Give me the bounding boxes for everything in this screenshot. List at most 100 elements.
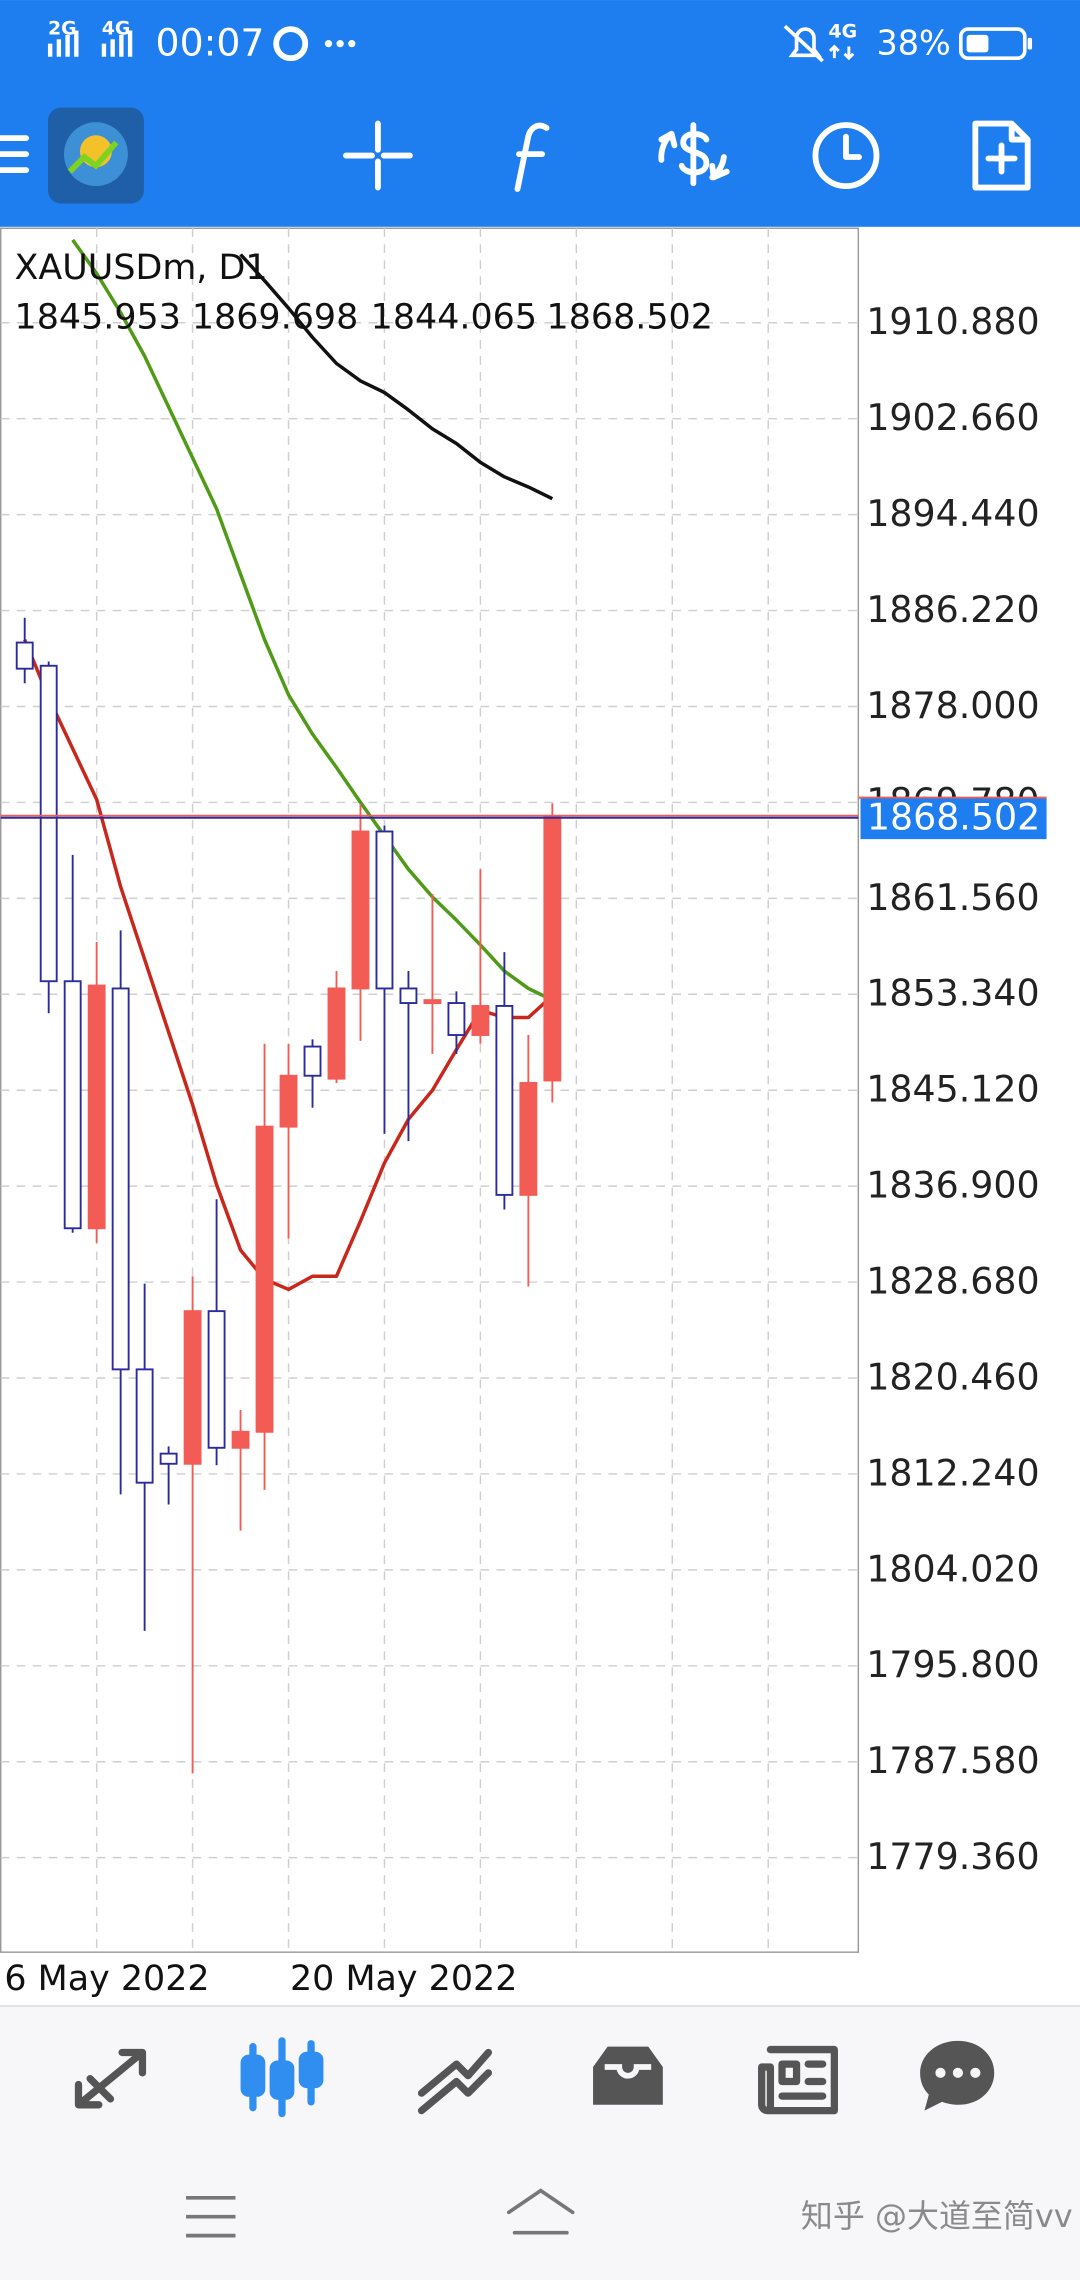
candle-body [255,1125,274,1433]
candle-body [447,1002,466,1036]
tab-body [240,2054,266,2097]
clock: 00:07 [156,21,265,65]
watermark: 知乎 @大道至简vv [801,2197,1073,2235]
new-order-button[interactable] [972,120,1031,191]
y-tick-label: 1820.460 [866,1355,1039,1398]
x-tick-label: 20 May 2022 [290,1959,517,1999]
header-open: 1845.953 [15,297,181,337]
candle-body [303,1045,322,1077]
recents-button[interactable] [186,2196,236,2238]
signal-bar [47,43,53,57]
candle-body [351,830,370,990]
price-axis: 1910.880 1902.660 1894.440 1886.220 1878.000… [866,300,1039,1878]
network-label: 4G [102,18,131,40]
x-tick-label: 6 May 2022 [4,1959,209,1999]
tab-body [298,2051,324,2089]
candle-body [519,1082,538,1196]
signal-bar [127,30,133,57]
trade-arrows [658,130,730,181]
date-axis: 6 May 2022 20 May 2022 [4,1959,517,1999]
price-box [860,798,1047,840]
signal-bar [56,39,62,57]
moving-average [239,253,554,501]
candle-body [375,830,394,990]
y-tick-label: 1886.220 [866,588,1039,631]
y-tick-label: 1878.000 [866,684,1039,727]
y-tick-label: 1828.680 [866,1260,1039,1303]
chat-dot [952,2067,963,2078]
y-tick-label: 1804.020 [866,1547,1039,1590]
status-icon [273,26,309,62]
candle-body [231,1430,250,1449]
candle-body [63,980,82,1230]
battery-percent: 38% [877,24,951,63]
data-arrows [828,44,855,61]
y-tick-label: 1910.880 [866,300,1039,343]
y-tick-label: 1787.580 [866,1739,1039,1782]
chat-dot [970,2067,981,2078]
charts-tab[interactable] [240,2037,324,2118]
mute-icon [783,24,824,63]
y-tick-label: 1779.360 [866,1835,1039,1878]
signal-bar [119,34,124,57]
y-tick-label: 1853.340 [866,972,1039,1015]
candle-body [87,984,106,1230]
status-dot [336,40,344,48]
period-button[interactable] [812,122,880,190]
top-bar [0,0,1080,227]
candle-body [495,1005,514,1196]
news-tab[interactable] [758,2045,838,2115]
candle-body [423,999,442,1004]
app-icon-line [67,140,119,174]
trade-tab[interactable] [417,2048,493,2115]
candle-body [471,1005,490,1036]
moving-average [23,638,554,1292]
app-icon[interactable] [47,107,144,204]
candle-body [159,1452,178,1465]
dollar-glyph [678,122,710,187]
trade-button[interactable] [658,122,730,187]
home-button[interactable] [506,2188,575,2235]
network-label: 2G [48,18,77,40]
battery-tip [1027,37,1033,50]
candle-body [111,987,130,1371]
indicators-button[interactable] [514,122,550,192]
price-box-label: 1868.502 [867,796,1040,839]
header-low: 1844.065 [371,297,537,337]
clock-hands [843,133,862,160]
quotes-tab[interactable] [74,2048,147,2109]
candle-body [543,816,562,1082]
y-tick-label: 1902.660 [866,396,1039,439]
y-tick-label: 1812.240 [866,1451,1039,1494]
signal-bar [74,30,79,57]
network-label: 4G [829,21,858,43]
chat-dot [935,2067,946,2078]
y-tick-label: 1861.560 [866,876,1039,919]
symbol-title: XAUUSDm, D1 [15,248,268,288]
battery [958,27,1027,61]
clock-face [812,122,880,190]
tab-body [269,2060,295,2100]
plot-area [0,227,860,1953]
status-dot [348,40,356,48]
bottom-tabs [74,2037,995,2118]
crosshair-button[interactable] [343,120,413,191]
status-dot [324,40,333,48]
candle-body [39,664,58,983]
candle-body [399,987,418,1004]
candle-body [183,1310,202,1465]
y-tick-label: 1845.120 [866,1068,1039,1111]
candle-body [15,641,34,670]
header-close: 1868.502 [547,297,713,337]
chart-header: XAUUSDm, D1 1845.953 1869.698 1844.065 1… [15,248,713,337]
menu-button[interactable] [0,135,30,174]
candle-body [327,987,346,1080]
candle-body [279,1074,298,1128]
y-tick-label: 1894.440 [866,492,1039,535]
y-tick-label: 1836.900 [866,1164,1039,1207]
header-high: 1869.698 [192,297,358,337]
series [15,238,562,1774]
status-bar: 2G 4G 00:07 4G 38% [47,18,1033,65]
